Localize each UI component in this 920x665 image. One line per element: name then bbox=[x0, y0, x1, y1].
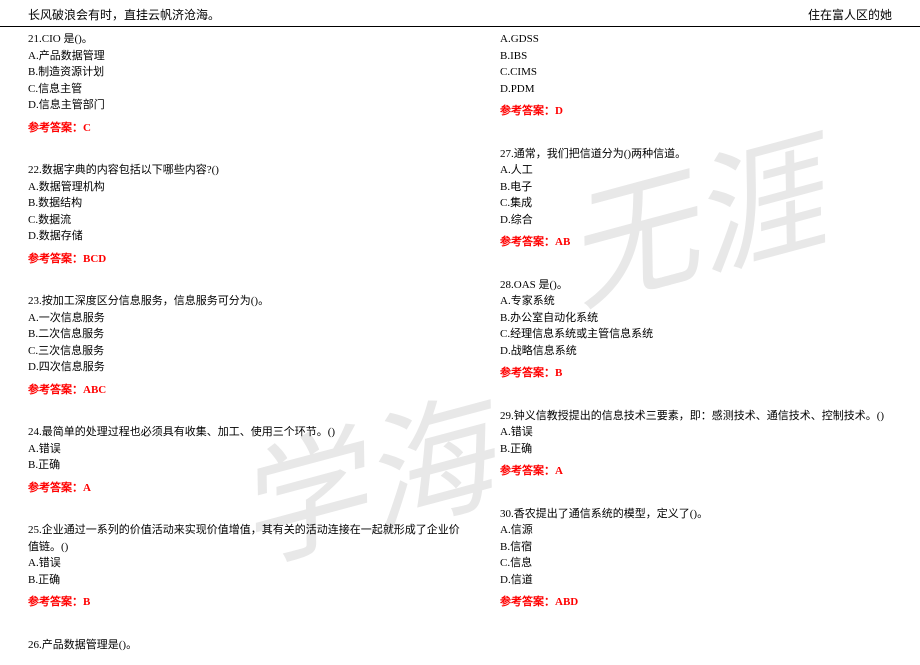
question-option: B.二次信息服务 bbox=[28, 326, 460, 343]
question-30: 30.香农提出了通信系统的模型，定义了()。 A.信源 B.信宿 C.信息 D.… bbox=[500, 506, 892, 611]
question-option: B.办公室自动化系统 bbox=[500, 310, 892, 327]
question-24: 24.最简单的处理过程也必须具有收集、加工、使用三个环节。() A.错误 B.正… bbox=[28, 424, 460, 496]
question-option: D.PDM bbox=[500, 81, 892, 98]
question-option: A.错误 bbox=[28, 555, 460, 572]
question-stem: 22.数据字典的内容包括以下哪些内容?() bbox=[28, 162, 460, 179]
question-option: C.数据流 bbox=[28, 212, 460, 229]
question-option: B.正确 bbox=[28, 457, 460, 474]
header-right-text: 住在富人区的她 bbox=[808, 6, 892, 23]
question-29: 29.钟义信教授提出的信息技术三要素，即：感测技术、通信技术、控制技术。() A… bbox=[500, 408, 892, 480]
question-26-options: A.GDSS B.IBS C.CIMS D.PDM 参考答案：D bbox=[500, 31, 892, 120]
question-answer: 参考答案：A bbox=[28, 480, 460, 497]
question-answer: 参考答案：ABC bbox=[28, 382, 460, 399]
question-option: C.经理信息系统或主管信息系统 bbox=[500, 326, 892, 343]
question-option: A.产品数据管理 bbox=[28, 48, 460, 65]
question-answer: 参考答案：AB bbox=[500, 234, 892, 251]
question-stem: 23.按加工深度区分信息服务，信息服务可分为()。 bbox=[28, 293, 460, 310]
right-column: A.GDSS B.IBS C.CIMS D.PDM 参考答案：D 27.通常，我… bbox=[460, 31, 892, 661]
question-option: B.电子 bbox=[500, 179, 892, 196]
question-answer: 参考答案：B bbox=[500, 365, 892, 382]
question-28: 28.OAS 是()。 A.专家系统 B.办公室自动化系统 C.经理信息系统或主… bbox=[500, 277, 892, 382]
question-option: C.三次信息服务 bbox=[28, 343, 460, 360]
question-option: B.数据结构 bbox=[28, 195, 460, 212]
header-left-text: 长风破浪会有时，直挂云帆济沧海。 bbox=[28, 6, 220, 23]
question-stem: 28.OAS 是()。 bbox=[500, 277, 892, 294]
question-25: 25.企业通过一系列的价值活动来实现价值增值，其有关的活动连接在一起就形成了企业… bbox=[28, 522, 460, 611]
question-option: C.CIMS bbox=[500, 64, 892, 81]
question-answer: 参考答案：C bbox=[28, 120, 460, 137]
question-answer: 参考答案：BCD bbox=[28, 251, 460, 268]
question-option: A.数据管理机构 bbox=[28, 179, 460, 196]
question-option: B.制造资源计划 bbox=[28, 64, 460, 81]
question-option: D.信道 bbox=[500, 572, 892, 589]
question-answer: 参考答案：A bbox=[500, 463, 892, 480]
question-option: A.信源 bbox=[500, 522, 892, 539]
question-stem: 27.通常，我们把信道分为()两种信道。 bbox=[500, 146, 892, 163]
question-option: C.集成 bbox=[500, 195, 892, 212]
question-23: 23.按加工深度区分信息服务，信息服务可分为()。 A.一次信息服务 B.二次信… bbox=[28, 293, 460, 398]
question-stem: 25.企业通过一系列的价值活动来实现价值增值，其有关的活动连接在一起就形成了企业… bbox=[28, 522, 460, 555]
question-option: D.战略信息系统 bbox=[500, 343, 892, 360]
question-option: B.正确 bbox=[500, 441, 892, 458]
question-option: A.专家系统 bbox=[500, 293, 892, 310]
page-header: 长风破浪会有时，直挂云帆济沧海。 住在富人区的她 bbox=[0, 0, 920, 27]
question-answer: 参考答案：B bbox=[28, 594, 460, 611]
question-option: D.信息主管部门 bbox=[28, 97, 460, 114]
question-stem: 29.钟义信教授提出的信息技术三要素，即：感测技术、通信技术、控制技术。() bbox=[500, 408, 892, 425]
question-option: A.错误 bbox=[500, 424, 892, 441]
question-answer: 参考答案：D bbox=[500, 103, 892, 120]
question-option: D.数据存储 bbox=[28, 228, 460, 245]
question-option: C.信息主管 bbox=[28, 81, 460, 98]
question-stem: 24.最简单的处理过程也必须具有收集、加工、使用三个环节。() bbox=[28, 424, 460, 441]
question-option: A.人工 bbox=[500, 162, 892, 179]
question-option: B.信宿 bbox=[500, 539, 892, 556]
question-option: D.四次信息服务 bbox=[28, 359, 460, 376]
question-option: D.综合 bbox=[500, 212, 892, 229]
content-area: 21.CIO 是()。 A.产品数据管理 B.制造资源计划 C.信息主管 D.信… bbox=[0, 27, 920, 665]
question-option: B.正确 bbox=[28, 572, 460, 589]
question-option: A.一次信息服务 bbox=[28, 310, 460, 327]
question-option: C.信息 bbox=[500, 555, 892, 572]
question-27: 27.通常，我们把信道分为()两种信道。 A.人工 B.电子 C.集成 D.综合… bbox=[500, 146, 892, 251]
question-option: A.GDSS bbox=[500, 31, 892, 48]
question-option: B.IBS bbox=[500, 48, 892, 65]
question-stem: 21.CIO 是()。 bbox=[28, 31, 460, 48]
question-answer: 参考答案：ABD bbox=[500, 594, 892, 611]
left-column: 21.CIO 是()。 A.产品数据管理 B.制造资源计划 C.信息主管 D.信… bbox=[28, 31, 460, 661]
question-22: 22.数据字典的内容包括以下哪些内容?() A.数据管理机构 B.数据结构 C.… bbox=[28, 162, 460, 267]
question-option: A.错误 bbox=[28, 441, 460, 458]
question-stem: 30.香农提出了通信系统的模型，定义了()。 bbox=[500, 506, 892, 523]
question-21: 21.CIO 是()。 A.产品数据管理 B.制造资源计划 C.信息主管 D.信… bbox=[28, 31, 460, 136]
